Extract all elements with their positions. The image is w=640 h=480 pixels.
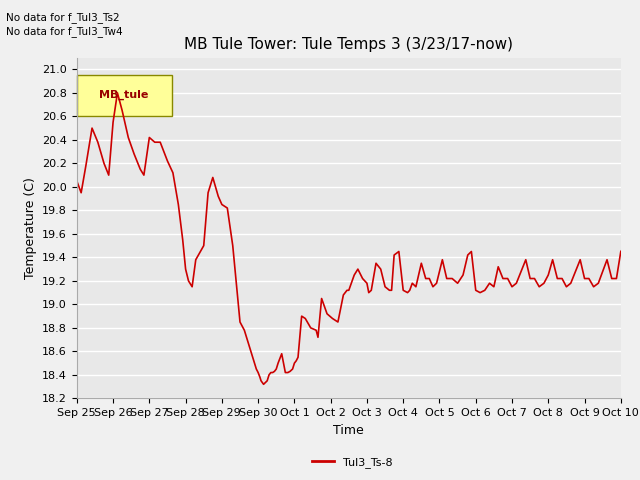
Title: MB Tule Tower: Tule Temps 3 (3/23/17-now): MB Tule Tower: Tule Temps 3 (3/23/17-now…: [184, 37, 513, 52]
Text: No data for f_Tul3_Tw4: No data for f_Tul3_Tw4: [6, 26, 123, 37]
Text: MB_tule: MB_tule: [99, 90, 149, 100]
X-axis label: Time: Time: [333, 424, 364, 437]
Y-axis label: Temperature (C): Temperature (C): [24, 177, 36, 279]
Text: No data for f_Tul3_Ts2: No data for f_Tul3_Ts2: [6, 12, 120, 23]
FancyBboxPatch shape: [77, 75, 172, 116]
Legend: Tul3_Ts-8: Tul3_Ts-8: [307, 452, 397, 472]
